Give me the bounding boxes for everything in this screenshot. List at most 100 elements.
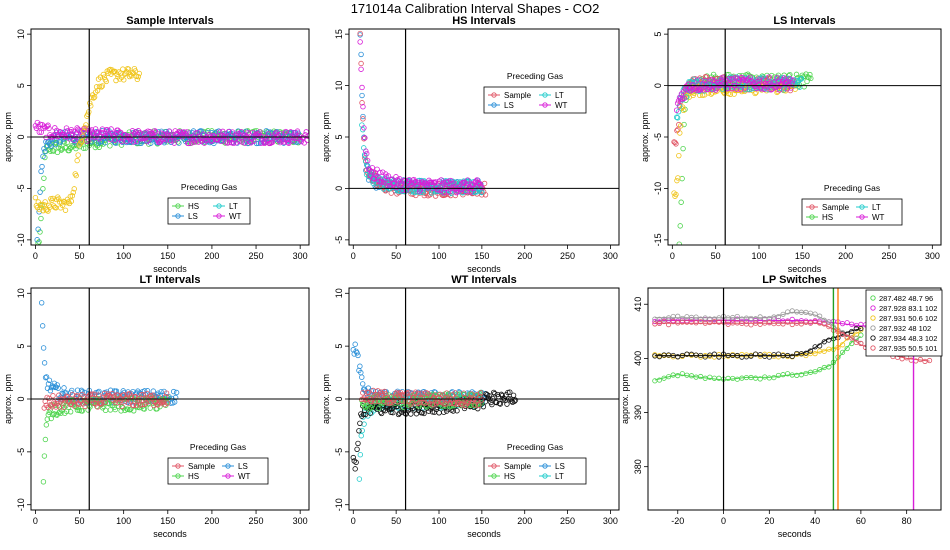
legend-title: Preceding Gas: [507, 71, 563, 81]
plot-frame: [30, 287, 310, 511]
legend-marker: [175, 213, 181, 219]
data-point: [278, 131, 284, 137]
data-point: [58, 410, 64, 416]
data-point: [796, 84, 803, 90]
legend-label: HS: [188, 202, 199, 211]
data-layer: [652, 308, 933, 384]
data-point: [40, 513, 45, 518]
y-tick-label: 0: [16, 134, 26, 139]
data-point: [357, 39, 363, 45]
x-tick-label: 100: [431, 251, 446, 261]
data-point: [85, 111, 91, 117]
data-point: [47, 388, 54, 394]
data-point: [352, 466, 358, 472]
data-point: [417, 187, 424, 193]
data-point: [390, 409, 396, 416]
data-point: [411, 394, 417, 401]
data-point: [377, 169, 383, 176]
data-point: [131, 408, 137, 414]
data-point: [107, 387, 114, 393]
data-point: [161, 401, 168, 408]
data-point: [821, 339, 827, 345]
plot-frame: [348, 287, 620, 511]
data-point: [703, 74, 710, 80]
x-tick-label: 50: [75, 516, 85, 526]
data-point: [415, 390, 422, 397]
x-tick-label: 0: [670, 251, 675, 261]
legend-marker: [216, 213, 222, 219]
legend-label: HS: [822, 213, 833, 222]
data-point: [64, 128, 71, 134]
data-point: [821, 348, 827, 354]
data-point: [449, 392, 456, 398]
data-point: [812, 311, 818, 317]
data-point: [368, 169, 375, 175]
legend-label: LT: [872, 203, 881, 212]
data-point: [305, 133, 309, 139]
legend: Preceding Gas Sample LS HS WT: [167, 442, 269, 485]
data-point: [225, 128, 232, 135]
data-point: [775, 354, 782, 360]
x-tick-label: 0: [33, 251, 38, 261]
data-point: [119, 403, 125, 410]
data-point: [812, 368, 818, 375]
data-point: [353, 459, 359, 466]
data-point: [497, 401, 504, 407]
data-point: [359, 84, 365, 91]
data-point: [752, 375, 759, 381]
data-point: [73, 172, 79, 179]
x-tick-label: 150: [160, 251, 175, 261]
data-point: [858, 340, 864, 347]
y-axis-label: approx. ppm: [620, 374, 630, 424]
data-point: [656, 320, 663, 327]
data-point: [220, 128, 226, 135]
data-point: [269, 139, 275, 146]
x-tick-label: 50: [391, 251, 401, 261]
legend-marker: [809, 204, 815, 210]
data-point: [496, 400, 503, 407]
data-point: [103, 78, 109, 85]
data-point: [61, 385, 67, 391]
data-point: [38, 300, 45, 306]
data-point: [454, 408, 460, 414]
data-point: [672, 139, 678, 146]
legend-label: WT: [229, 212, 242, 221]
data-point: [91, 134, 98, 141]
series-wt: [357, 39, 485, 196]
data-point: [356, 510, 361, 515]
x-tick-label: 200: [517, 516, 532, 526]
data-point: [350, 454, 356, 461]
x-axis-label: seconds: [153, 264, 187, 274]
data-point: [661, 316, 667, 322]
data-point: [352, 341, 358, 347]
data-point: [839, 331, 846, 337]
data-point: [817, 343, 823, 349]
legend-label: 287.934 48.3 102: [879, 334, 937, 343]
data-point: [748, 322, 754, 328]
x-tick-label: 80: [902, 516, 912, 526]
data-point: [82, 124, 88, 131]
x-tick-label: 150: [474, 516, 489, 526]
y-tick-label: -10: [334, 498, 344, 511]
x-tick-label: 300: [603, 516, 618, 526]
data-point: [362, 135, 368, 141]
data-point: [137, 130, 143, 136]
data-point: [666, 315, 672, 321]
data-point: [482, 192, 489, 198]
legend-marker: [491, 102, 497, 108]
data-point: [675, 354, 681, 360]
data-point: [477, 390, 484, 396]
data-point: [40, 479, 47, 485]
data-point: [679, 352, 685, 359]
data-point: [359, 92, 365, 99]
data-point: [34, 237, 40, 243]
data-point: [678, 199, 684, 205]
data-point: [83, 122, 89, 128]
data-point: [358, 66, 364, 72]
data-point: [96, 388, 102, 395]
data-point: [88, 103, 94, 109]
data-point: [731, 91, 737, 97]
data-point: [358, 60, 364, 67]
data-point: [101, 74, 108, 80]
